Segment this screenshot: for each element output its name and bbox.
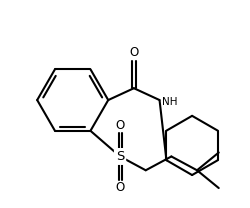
Text: NH: NH bbox=[162, 97, 177, 107]
Text: O: O bbox=[115, 181, 124, 194]
Text: S: S bbox=[116, 150, 124, 163]
Text: O: O bbox=[115, 119, 124, 132]
Text: O: O bbox=[129, 46, 138, 59]
